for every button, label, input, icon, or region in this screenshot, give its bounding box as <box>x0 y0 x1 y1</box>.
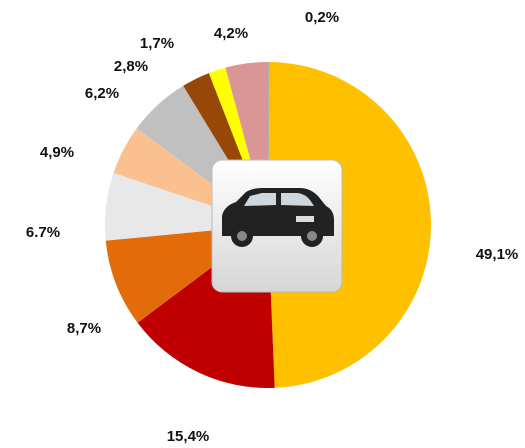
data-label: 15,4% <box>167 428 210 445</box>
data-label: 1,7% <box>140 35 174 52</box>
data-label: 0,2% <box>305 9 339 26</box>
data-label: 6.7% <box>26 224 60 241</box>
data-label: 4,2% <box>214 25 248 42</box>
car-icon <box>222 188 334 247</box>
data-label: 49,1% <box>476 246 519 263</box>
data-label: 8,7% <box>67 320 101 337</box>
pie-slice <box>268 62 432 388</box>
data-label: 4,9% <box>40 144 74 161</box>
data-label: 2,8% <box>114 58 148 75</box>
center-icon <box>211 159 343 293</box>
data-label: 6,2% <box>85 85 119 102</box>
